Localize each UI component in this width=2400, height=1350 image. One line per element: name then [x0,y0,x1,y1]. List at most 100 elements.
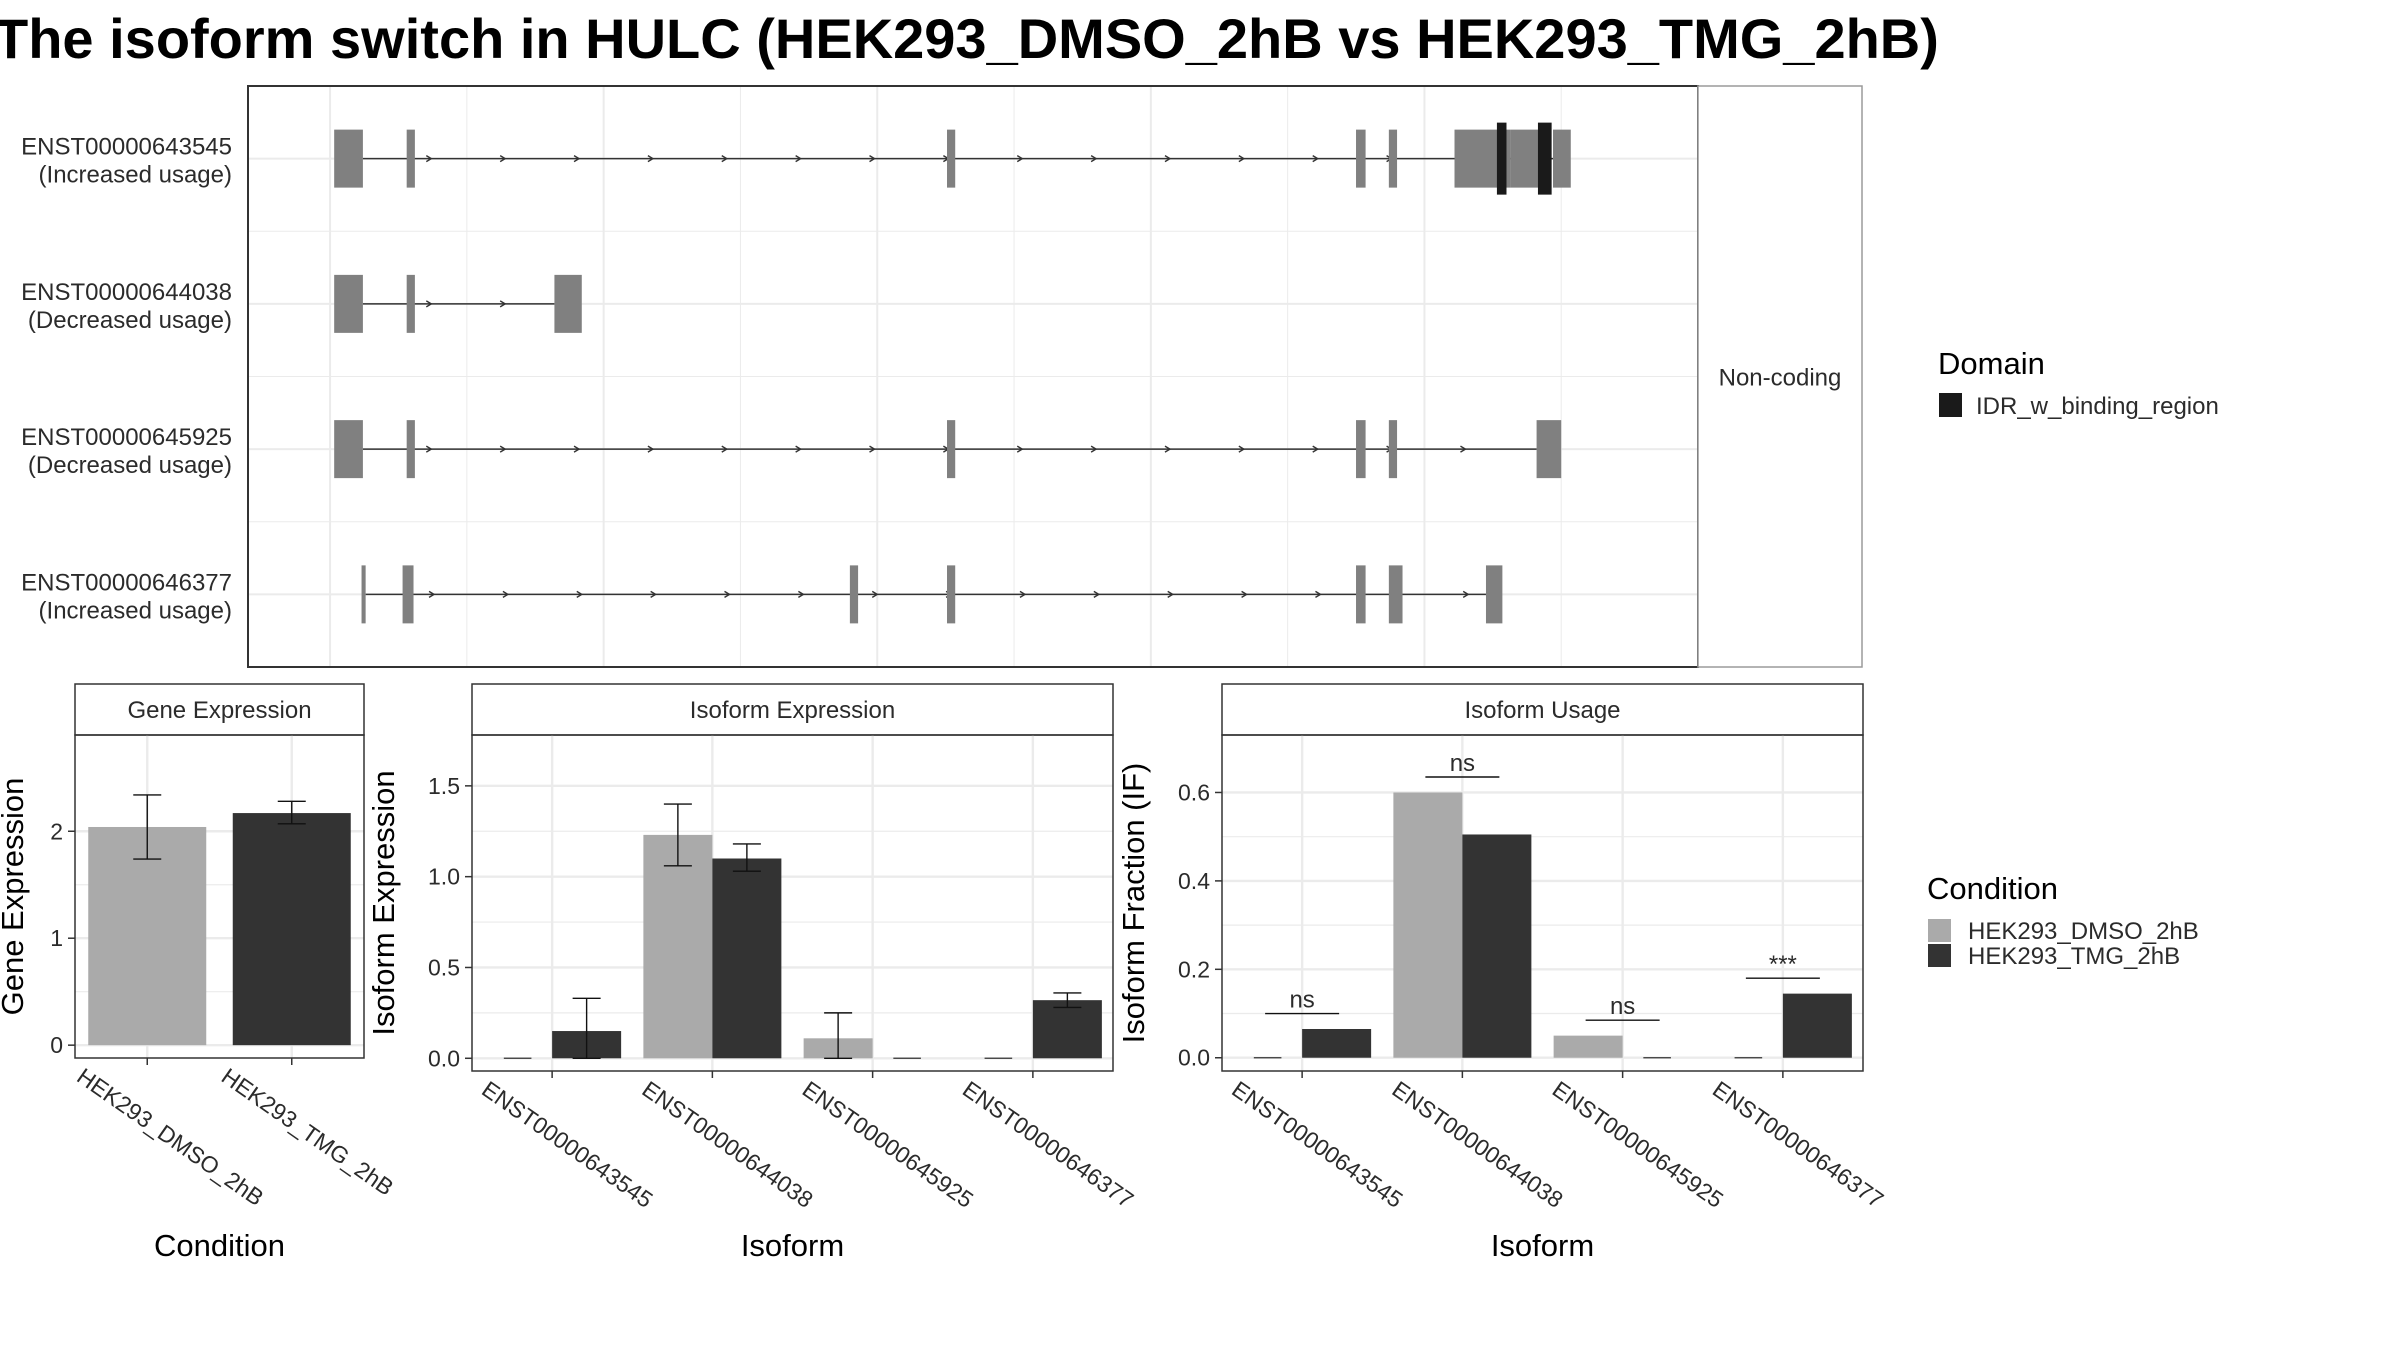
intron-arrow [721,445,729,453]
transcript-id-label: ENST00000646377 [21,569,232,596]
bar [643,834,713,1059]
panel-strip [74,683,365,736]
intron-arrow [871,590,879,598]
intron-arrow [795,155,803,163]
exon-block [334,129,363,188]
gene-expression-plot: Gene Expression012HEK293_DMSO_2hBHEK293_… [0,683,398,1263]
intron-arrow [650,590,658,598]
y-axis-title: Gene Expression [0,778,30,1016]
exon-block [406,274,415,333]
exon-block [402,565,414,624]
exon-block [334,274,363,333]
intron-arrow [576,590,584,598]
figure-title: The isoform switch in HULC (HEK293_DMSO_… [0,7,1939,70]
exon-block [361,565,366,624]
exon-block [1356,420,1366,479]
exon-block [406,420,415,479]
exon-block [947,565,956,624]
y-tick-label: 0.5 [428,954,460,980]
intron-arrow [425,445,433,453]
y-tick-label: 1.0 [428,864,460,890]
bar [1462,834,1532,1058]
x-tick-label: ENST00000643545 [1227,1076,1407,1213]
intron-arrow [1238,445,1246,453]
intron-arrow [1315,590,1322,598]
exon-block [947,420,956,479]
intron-arrow [425,300,433,308]
panel-strip-title: Isoform Usage [1464,697,1620,724]
panel-strip [471,683,1114,736]
significance-label: *** [1769,951,1797,978]
intron-arrow [502,590,510,598]
x-axis-title: Condition [154,1228,285,1263]
bar [232,813,351,1046]
isoform-usage-plot: Isoform Usage ns ns ns *** 0.0 0.2 0.4 0.6 ENST00… [1116,683,1888,1263]
legend-key-swatch [1928,944,1951,967]
x-tick-label: ENST00000644038 [638,1076,818,1213]
legend-title: Condition [1927,871,2058,906]
transcript-structure-panel: ENST00000643545(Increased usage)ENST0000… [21,85,1863,668]
x-tick-label: ENST00000645925 [1548,1076,1728,1213]
x-tick-label: ENST00000646377 [958,1076,1138,1213]
exon-block [849,565,859,624]
x-tick-label: ENST00000645925 [798,1076,978,1213]
exon-block [1553,129,1571,188]
intron-arrow [647,445,655,453]
y-axis-title: Isoform Fraction (IF) [1116,763,1151,1044]
intron-arrow [869,155,876,163]
bar [1393,792,1463,1058]
intron-arrow [499,155,507,163]
panel-border [1221,734,1864,1072]
intron-arrow [425,155,433,163]
bar [1032,1000,1102,1059]
transcript-usage-label: (Decreased usage) [28,452,232,479]
intron-arrow [499,445,507,453]
intron-arrow [1164,155,1172,163]
intron-arrow [499,300,507,308]
x-axis-title: Isoform [1491,1228,1594,1263]
intron-arrow [869,445,876,453]
intron-arrow [1241,590,1248,598]
intron-arrow [1090,155,1098,163]
intron-arrow [1164,445,1172,453]
panel-strip-title: Isoform Expression [690,697,895,724]
panel-strip [1221,683,1864,736]
y-tick-label: 0.4 [1178,868,1210,894]
facet-strip-label: Non-coding [1719,365,1842,392]
panel-border [471,734,1114,1072]
x-tick-label: ENST00000643545 [477,1076,657,1213]
exon-block [406,129,415,188]
facet-strip [1697,85,1863,668]
intron-arrow [1090,445,1098,453]
intron-arrow [1312,155,1320,163]
exon-block [1485,565,1503,624]
transcript-usage-label: (Increased usage) [39,597,232,624]
intron-arrow [798,590,805,598]
exon-block [1356,565,1366,624]
x-tick-label: ENST00000646377 [1708,1076,1888,1213]
exon-block [1388,420,1398,479]
intron-arrow [1019,590,1027,598]
intron-arrow [721,155,729,163]
significance-label: ns [1610,993,1635,1020]
domain-block [1537,122,1552,195]
transcript-usage-label: (Decreased usage) [28,307,232,334]
exon-block [1388,565,1403,624]
y-axis-title: Isoform Expression [366,770,401,1035]
bar [88,826,207,1046]
intron-arrow [573,155,581,163]
intron-arrow [1238,155,1246,163]
y-tick-label: 0.2 [1178,956,1210,982]
legend-key-label: HEK293_DMSO_2hB [1968,918,2199,945]
transcript-usage-label: (Increased usage) [39,162,232,189]
y-tick-label: 0 [50,1032,63,1058]
exon-block [1536,420,1562,479]
exon-block [554,274,582,333]
legend-title: Domain [1938,346,2045,381]
exon-block [1510,129,1543,188]
exon-block [947,129,956,188]
exon-block [334,420,363,479]
intron-arrow [724,590,731,598]
domain-block [1496,122,1507,195]
